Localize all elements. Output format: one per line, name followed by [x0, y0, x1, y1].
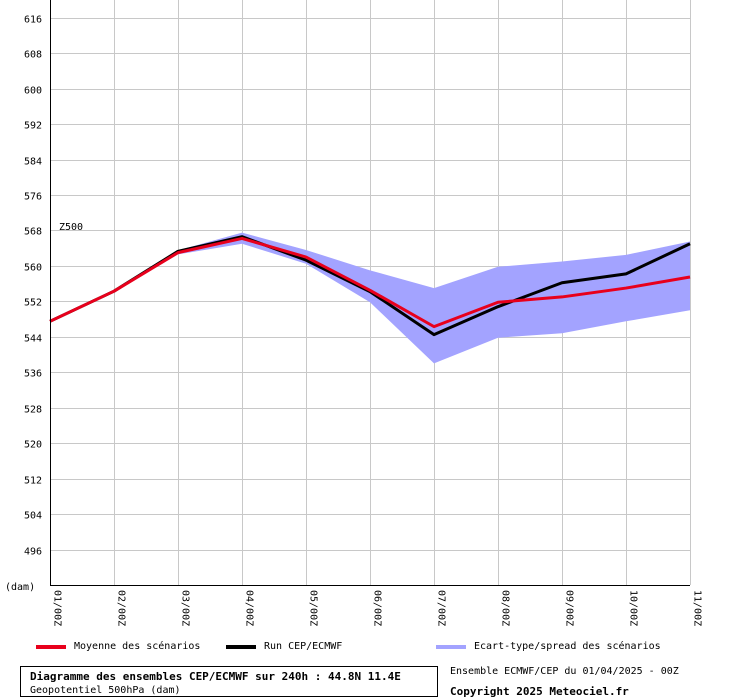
y-tick-label: 560 [24, 263, 42, 274]
x-tick-labels: 01/00Z 02/00Z 03/00Z 04/00Z 05/00Z 06/00Z 07/0… [52, 590, 703, 626]
y-tick-label: 592 [24, 121, 42, 132]
legend-swatch-spread [436, 645, 466, 649]
y-tick-label: 576 [24, 192, 42, 203]
axes [50, 0, 690, 586]
footer-title-box: Diagramme des ensembles CEP/ECMWF sur 24… [20, 666, 438, 697]
x-tick-label: 08/00Z [500, 590, 511, 626]
x-tick-label: 10/00Z [628, 590, 639, 626]
y-tick-label: 520 [24, 440, 42, 451]
y-tick-label: 600 [24, 86, 42, 97]
y-tick-label: 504 [24, 511, 42, 522]
y-tick-label: 608 [24, 50, 42, 61]
footer-title: Diagramme des ensembles CEP/ECMWF sur 24… [30, 670, 401, 683]
copyright: Copyright 2025 Meteociel.fr [450, 685, 629, 698]
y-tick-label: 616 [24, 15, 42, 26]
legend-swatch-run [226, 645, 256, 649]
y-tick-label: 528 [24, 405, 42, 416]
footer-subtitle: Geopotentiel 500hPa (dam) [30, 685, 181, 696]
mean-line [49, 236, 691, 329]
y-tick-label: 568 [24, 227, 42, 238]
legend-label-run: Run CEP/ECMWF [264, 641, 343, 652]
legend-swatch-mean [36, 645, 66, 649]
y-axis-unit-label: (dam) [5, 582, 35, 593]
run-info: Ensemble ECMWF/CEP du 01/04/2025 - 00Z [450, 666, 679, 677]
series-lines [49, 235, 691, 337]
y-tick-label: 584 [24, 157, 42, 168]
y-tick-label: 552 [24, 298, 42, 309]
x-tick-label: 01/00Z [52, 590, 63, 626]
y-tick-labels: 496 504 512 520 528 536 544 552 560 568 576 584 592 6… [24, 15, 42, 558]
y-tick-label: 496 [24, 547, 42, 558]
y-tick-label: 544 [24, 334, 42, 345]
spread-band [50, 232, 690, 364]
x-tick-label: 11/00Z [692, 590, 703, 626]
x-tick-label: 09/00Z [564, 590, 575, 626]
spread-band-layer [50, 232, 690, 364]
y-tick-label: 536 [24, 369, 42, 380]
x-tick-label: 03/00Z [180, 590, 191, 626]
chart-svg: 496 504 512 520 528 536 544 552 560 568 576 584 592 6… [5, 0, 703, 626]
x-tick-label: 02/00Z [116, 590, 127, 626]
x-tick-label: 07/00Z [436, 590, 447, 626]
legend-label-mean: Moyenne des scénarios [74, 641, 201, 652]
z500-label: Z500 [59, 222, 83, 233]
legend-label-spread: Ecart-type/spread des scénarios [474, 641, 661, 652]
x-tick-label: 06/00Z [372, 590, 383, 626]
x-tick-label: 05/00Z [308, 590, 319, 626]
y-tick-label: 512 [24, 476, 42, 487]
x-tick-label: 04/00Z [244, 590, 255, 626]
